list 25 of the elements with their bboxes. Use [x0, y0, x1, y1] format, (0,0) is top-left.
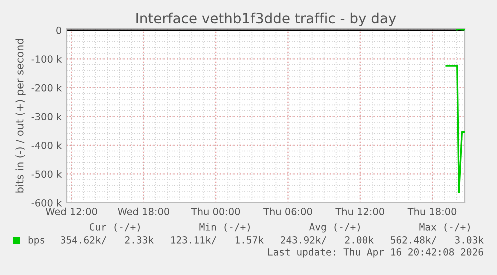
- text: 123.11k/ 1.57k: [172, 236, 264, 245]
- y-tick-label: -500 k: [32, 170, 62, 178]
- y-axis-title: bits in (-) / out (+) per second: [16, 39, 26, 193]
- x-tick-label: Thu 06:00: [264, 208, 312, 216]
- text: Cur (-/+): [90, 223, 140, 232]
- y-tick-label: -100 k: [32, 56, 62, 64]
- x-tick-label: Thu 00:00: [191, 208, 240, 216]
- x-tick-label: Thu 12:00: [336, 208, 384, 216]
- text: 562.48k/ 3.03k: [391, 236, 484, 245]
- text: Min (-/+): [200, 223, 250, 232]
- text: Max (-/+): [420, 223, 470, 232]
- text: Avg (-/+): [310, 223, 360, 233]
- y-tick-label: -300 k: [32, 113, 62, 121]
- legend-label: bps: [28, 236, 45, 246]
- y-tick-label: -400 k: [32, 142, 62, 150]
- y-tick-label: 0: [56, 26, 62, 34]
- text: Last update: Thu Apr 16 20:42:08 2026: [268, 248, 484, 258]
- y-tick-label: -600 k: [32, 199, 62, 207]
- x-tick-label: Wed 18:00: [118, 208, 170, 216]
- text: 354.62k/ 2.33k: [61, 236, 154, 245]
- x-tick-label: Thu 18:00: [408, 208, 457, 216]
- y-tick-label: -200 k: [32, 84, 62, 92]
- x-tick-label: Wed 12:00: [46, 208, 98, 216]
- chart-title: Interface vethb1f3dde traffic - by day: [136, 12, 396, 26]
- text: 243.92k/ 2.00k: [281, 236, 374, 245]
